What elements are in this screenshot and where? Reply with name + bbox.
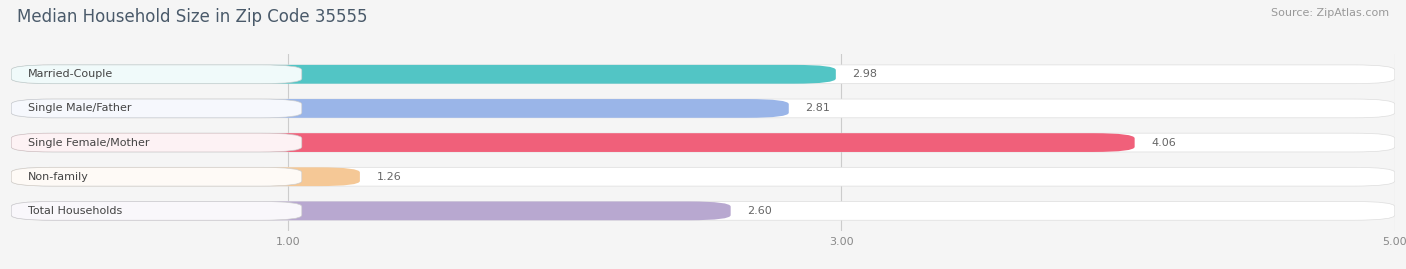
Text: Married-Couple: Married-Couple bbox=[28, 69, 112, 79]
FancyBboxPatch shape bbox=[11, 133, 1395, 152]
FancyBboxPatch shape bbox=[11, 65, 302, 84]
FancyBboxPatch shape bbox=[11, 99, 789, 118]
FancyBboxPatch shape bbox=[11, 133, 302, 152]
FancyBboxPatch shape bbox=[11, 167, 1395, 186]
Text: Total Households: Total Households bbox=[28, 206, 122, 216]
Text: Single Male/Father: Single Male/Father bbox=[28, 103, 131, 114]
FancyBboxPatch shape bbox=[11, 201, 731, 220]
Text: Single Female/Mother: Single Female/Mother bbox=[28, 137, 149, 148]
FancyBboxPatch shape bbox=[11, 65, 835, 84]
FancyBboxPatch shape bbox=[11, 99, 1395, 118]
FancyBboxPatch shape bbox=[11, 99, 302, 118]
FancyBboxPatch shape bbox=[11, 65, 1395, 84]
Text: 2.60: 2.60 bbox=[747, 206, 772, 216]
FancyBboxPatch shape bbox=[11, 201, 302, 220]
FancyBboxPatch shape bbox=[11, 167, 302, 186]
Text: Non-family: Non-family bbox=[28, 172, 89, 182]
Text: Median Household Size in Zip Code 35555: Median Household Size in Zip Code 35555 bbox=[17, 8, 367, 26]
FancyBboxPatch shape bbox=[11, 133, 1135, 152]
Text: Source: ZipAtlas.com: Source: ZipAtlas.com bbox=[1271, 8, 1389, 18]
Text: 4.06: 4.06 bbox=[1152, 137, 1175, 148]
FancyBboxPatch shape bbox=[11, 201, 1395, 220]
FancyBboxPatch shape bbox=[11, 167, 360, 186]
Text: 2.81: 2.81 bbox=[806, 103, 831, 114]
Text: 2.98: 2.98 bbox=[852, 69, 877, 79]
Text: 1.26: 1.26 bbox=[377, 172, 401, 182]
